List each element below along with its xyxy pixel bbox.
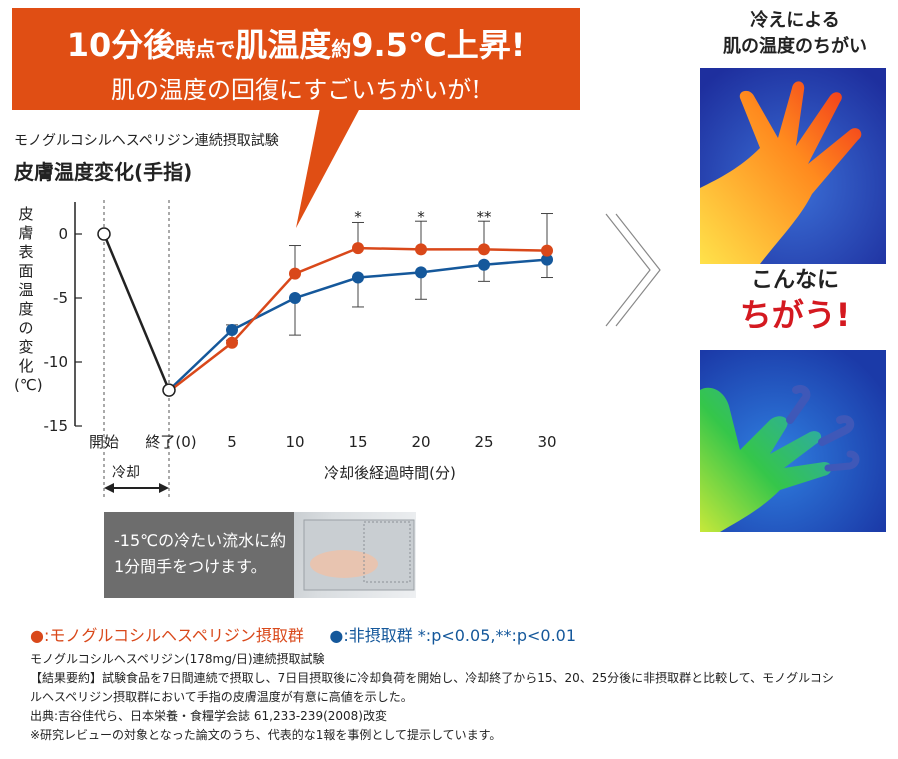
compare-emphasis: ちがう! — [739, 296, 851, 334]
x-tick-label: 終了(0) — [145, 433, 196, 451]
note-line: ※研究レビューの対象となった論文のうち、代表的な1報を事例として提示しています。 — [30, 728, 502, 742]
x-tick-label: 25 — [474, 433, 493, 451]
red-data-point — [226, 336, 238, 349]
chart-marks: * * ** — [97, 208, 553, 397]
thermal-image-cold — [700, 350, 886, 532]
x-tick-label: 30 — [537, 433, 556, 451]
blue-data-point — [352, 271, 364, 284]
note-line: ルヘスペリジン摂取群において手指の皮膚温度が有意に高値を示した。 — [30, 690, 413, 704]
water-basin-illustration — [303, 519, 415, 591]
red-data-point — [352, 242, 364, 255]
chevron-icon — [615, 213, 661, 327]
y-tick-label: -15 — [44, 417, 69, 435]
significance-marker: * — [354, 208, 362, 226]
chevron-icon — [605, 213, 651, 327]
note-line: 【結果要約】試験食品を7日間連続で摂取し、7日目摂取後に冷却負荷を開始し、冷却終… — [30, 671, 834, 685]
legend-red: ●:モノグルコシルヘスペリジン摂取群 — [30, 626, 304, 645]
thermal-image-warm — [700, 68, 886, 264]
y-tick-label: 0 — [58, 225, 68, 243]
red-data-point — [289, 267, 301, 280]
end-point — [162, 383, 176, 397]
headline-part: 10分後 — [66, 26, 176, 64]
photo-caption: -15℃の冷たい流水に約1分間手をつけます。 — [114, 531, 287, 576]
x-tick-label: 10 — [285, 433, 304, 451]
x-tick-label: 開始 — [89, 433, 119, 451]
x-tick-label: 15 — [348, 433, 367, 451]
red-data-point — [415, 243, 427, 256]
significance-marker: ** — [477, 208, 493, 226]
x-tick-label: 20 — [411, 433, 430, 451]
x-tick-label: 5 — [227, 433, 237, 451]
y-axis-label: 皮膚表面温度の変化(℃) — [14, 205, 43, 394]
legend-blue: ●:非摂取群 *:p<0.05,**:p<0.01 — [329, 626, 577, 645]
subheadline: 肌の温度の回復にすごいちがいが! — [111, 76, 481, 104]
headline-part: 9.5℃上昇! — [351, 26, 526, 64]
arrow-head — [159, 483, 169, 493]
headline: 10分後時点で肌温度約9.5℃上昇! — [12, 20, 580, 66]
headline-part: 肌温度 — [235, 26, 332, 64]
study-name: モノグルコシルヘスペリジン連続摂取試験 — [14, 133, 279, 149]
photo-caption-box: -15℃の冷たい流水に約1分間手をつけます。 — [104, 512, 294, 598]
compare-text: こんなに — [750, 268, 839, 293]
y-tick-label: -5 — [53, 289, 68, 307]
headline-banner: 10分後時点で肌温度約9.5℃上昇! 肌の温度の回復にすごいちがいが! — [12, 8, 580, 110]
banner-pointer — [296, 108, 360, 228]
y-tick-label: -10 — [44, 353, 69, 371]
blue-data-point — [541, 253, 553, 266]
start-point — [97, 227, 111, 241]
cooling-label: 冷却 — [112, 465, 140, 481]
arrow-head — [104, 483, 114, 493]
note-line: 出典:吉谷佳代ら、日本栄養・食糧学会誌 61,233-239(2008)改変 — [30, 709, 387, 723]
hand-in-water-photo: -15℃の冷たい流水に約1分間手をつけます。 — [104, 512, 416, 598]
x-axis-label: 冷却後経過時間(分) — [324, 464, 456, 482]
chart-legend: ●:モノグルコシルヘスペリジン摂取群 ●:非摂取群 *:p<0.05,**:p<… — [30, 622, 576, 646]
blue-data-point — [415, 266, 427, 279]
study-notes: モノグルコシルヘスペリジン(178mg/日)連続摂取試験 【結果要約】試験食品を… — [30, 650, 890, 745]
red-data-point — [541, 244, 553, 257]
thermo-title-line: 冷えによる — [750, 10, 840, 31]
thermo-title: 冷えによる 肌の温度のちがい — [700, 8, 890, 60]
headline-part: 時点で — [175, 37, 236, 61]
blue-data-point — [226, 324, 238, 336]
cooling-drop-line — [102, 233, 171, 391]
chart-title: 皮膚温度変化(手指) — [14, 160, 193, 184]
red-data-point — [478, 243, 490, 256]
blue-data-point — [478, 258, 490, 271]
blue-data-point — [289, 292, 301, 304]
red-series-line — [168, 246, 548, 393]
headline-part: 約 — [331, 37, 352, 61]
thermo-title-line: 肌の温度のちがい — [723, 36, 867, 57]
chart-axes: 0 -5 -10 -15 開始 終了(0) 5 10 15 20 25 30 冷却後経過時間(分) — [44, 200, 557, 500]
note-line: モノグルコシルヘスペリジン(178mg/日)連続摂取試験 — [30, 652, 325, 666]
significance-marker: * — [417, 208, 425, 226]
